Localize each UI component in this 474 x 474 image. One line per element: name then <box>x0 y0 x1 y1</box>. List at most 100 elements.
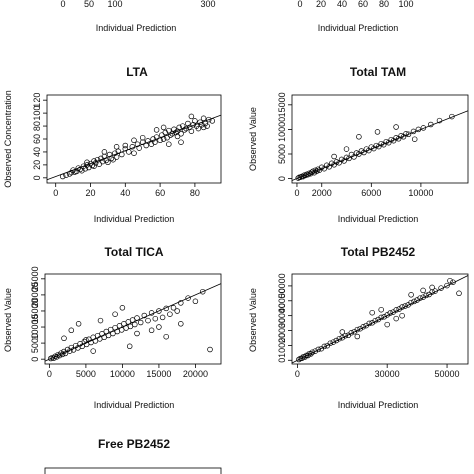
data-point <box>339 329 346 335</box>
data-point <box>429 284 435 291</box>
y-tick-label: 15000 <box>277 92 287 117</box>
data-point <box>137 319 144 326</box>
chart-title: LTA <box>126 65 148 79</box>
data-point <box>75 165 82 171</box>
y-tick-label: 25000 <box>30 266 40 291</box>
data-point <box>343 146 350 152</box>
x-ticks: 0 2000 6000 10000 <box>294 183 433 198</box>
data-point <box>357 325 363 332</box>
data-point <box>174 133 181 140</box>
x-axis-label: Individual Prediction <box>338 400 419 410</box>
data-point <box>420 294 426 300</box>
x-tick-label: 0 <box>294 188 299 198</box>
y-tick-label: 30000 <box>277 303 287 328</box>
data-point <box>312 348 319 354</box>
x-tick-label: 5000 <box>76 369 96 379</box>
data-point <box>178 139 184 145</box>
chart-title: Total PB2452 <box>341 245 416 259</box>
y-tick-label: 0 <box>32 175 42 180</box>
data-point <box>68 327 75 334</box>
data-point <box>420 287 426 294</box>
data-point <box>131 137 137 144</box>
data-point <box>354 333 361 340</box>
data-point <box>141 312 148 319</box>
data-point <box>132 321 138 328</box>
data-points <box>295 113 455 181</box>
data-point <box>112 311 118 317</box>
data-point <box>119 305 126 311</box>
x-tick-label: 300 <box>200 0 215 9</box>
data-point <box>374 129 381 135</box>
data-point <box>61 335 67 342</box>
x-tick-label: 6000 <box>361 188 381 198</box>
plot-frame <box>291 273 469 365</box>
data-point <box>408 292 414 298</box>
data-point <box>356 134 362 140</box>
chart-title: Free PB2452 <box>98 437 170 451</box>
data-point <box>299 355 305 362</box>
y-tick-label: 20000 <box>30 282 40 307</box>
data-point <box>96 161 102 167</box>
x-tick-label: 20 <box>316 0 326 9</box>
data-point <box>139 134 146 141</box>
x-tick-label: 50 <box>84 0 94 9</box>
data-point <box>90 348 96 354</box>
x-axis-label: Individual Prediction <box>94 214 175 224</box>
data-points <box>296 277 462 363</box>
x-tick-label: 0 <box>53 188 58 198</box>
data-point <box>295 175 301 181</box>
data-point <box>405 131 412 138</box>
x-tick-label: 15000 <box>146 369 171 379</box>
x-tick-label: 40 <box>337 0 347 9</box>
data-point <box>178 131 184 137</box>
y-tick-label: 50000 <box>277 273 287 298</box>
data-point <box>160 124 167 131</box>
data-point <box>302 354 308 360</box>
x-tick-label: 40 <box>120 188 130 198</box>
data-point <box>330 339 337 345</box>
data-point <box>369 309 375 316</box>
panel-total-tica: Total TICA 0 5000 10000 15000 20000 05000100… <box>3 245 222 410</box>
data-point <box>91 158 97 164</box>
x-tick-label: 0 <box>297 0 302 9</box>
x-tick-label: 30000 <box>375 369 400 379</box>
data-point <box>207 346 213 353</box>
data-point <box>436 117 443 124</box>
data-point <box>403 131 409 137</box>
data-point <box>156 324 162 330</box>
panel-top-right: 0 20 40 60 80 100 Individual Prediction <box>297 0 413 33</box>
data-point <box>48 355 54 362</box>
data-point <box>188 113 195 120</box>
data-point <box>373 142 380 149</box>
data-point <box>393 124 399 130</box>
data-point <box>305 352 311 359</box>
data-point <box>145 138 151 144</box>
data-point <box>195 125 202 132</box>
panel-total-tam: Total TAM 0 2000 6000 10000 050001000015000… <box>248 65 469 224</box>
data-point <box>122 142 129 149</box>
data-point <box>309 349 316 355</box>
y-tick-label: 10000 <box>277 117 287 142</box>
data-point <box>393 315 399 322</box>
y-axis-label: Observed Value <box>248 288 258 352</box>
y-axis-label: Observed Value <box>248 107 258 171</box>
x-ticks: 0 5000 10000 15000 20000 <box>47 364 208 379</box>
data-point <box>343 154 350 161</box>
data-point <box>420 125 427 131</box>
y-tick-label: 120 <box>32 93 42 108</box>
data-point <box>163 333 169 340</box>
x-tick-label: 2000 <box>312 188 332 198</box>
data-point <box>456 290 462 297</box>
data-point <box>200 115 207 122</box>
data-point <box>97 317 104 324</box>
data-point <box>378 140 384 147</box>
data-point <box>308 351 314 357</box>
data-point <box>348 330 355 336</box>
y-tick-label: 5000 <box>30 333 40 353</box>
data-point <box>101 149 108 155</box>
data-point <box>145 317 151 324</box>
